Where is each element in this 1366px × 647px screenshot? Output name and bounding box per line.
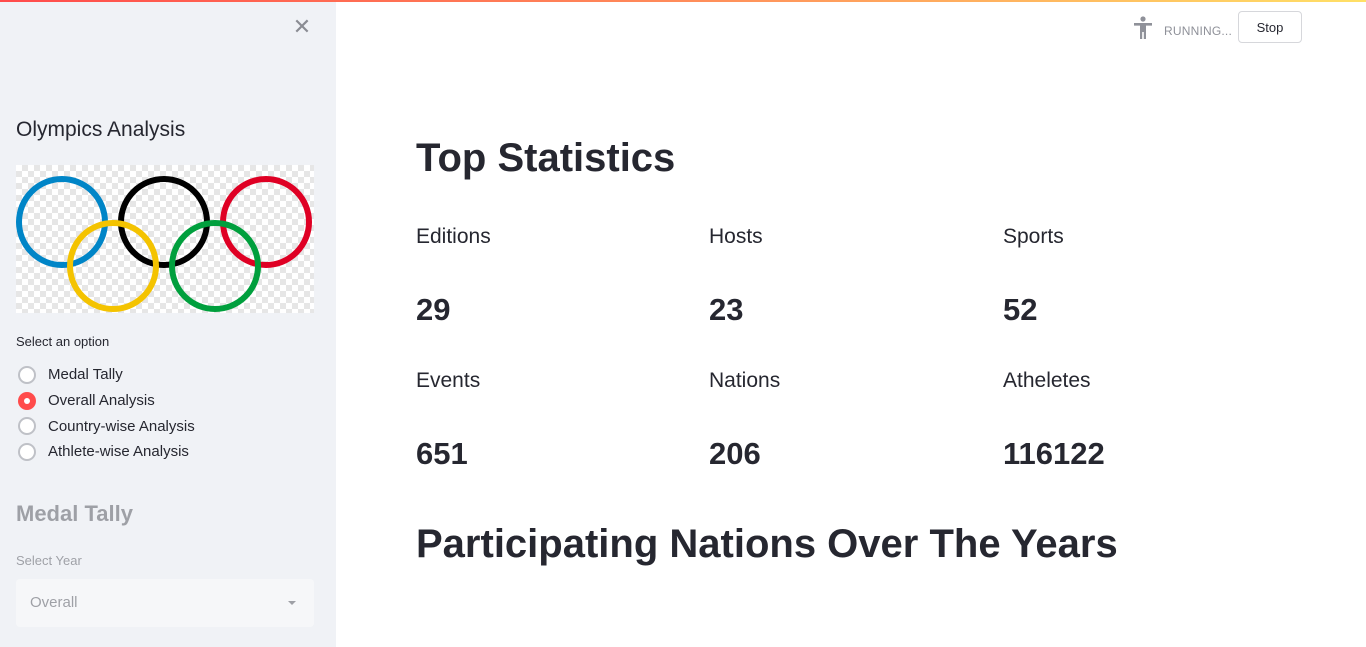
radio-circle[interactable] [18,442,36,461]
year-select-label: Select Year [16,553,82,568]
running-status-text: RUNNING... [1164,24,1232,38]
radio-country-wise-analysis[interactable]: Country-wise Analysis [18,413,195,439]
sidebar: ✕ Olympics Analysis Select an option Med… [0,0,336,647]
metric-label-editions: Editions [416,225,491,248]
metric-value-sports: 52 [1003,292,1038,327]
sidebar-title: Olympics Analysis [16,118,186,141]
radio-circle-checked[interactable] [18,391,36,410]
radio-label: Overall Analysis [48,392,155,410]
stop-button[interactable]: Stop [1238,11,1302,43]
radio-label: Country-wise Analysis [48,417,195,435]
year-select[interactable]: Overall [16,579,314,627]
metric-label-sports: Sports [1003,225,1064,248]
metric-value-events: 651 [416,436,468,471]
analysis-radio-group: Medal Tally Overall Analysis Country-wis… [18,362,195,465]
close-icon[interactable]: ✕ [292,14,312,39]
radio-label: Medal Tally [48,366,123,384]
metric-label-events: Events [416,369,481,392]
section-title: Participating Nations Over The Years [416,522,1118,566]
metric-label-hosts: Hosts [709,225,763,248]
metric-label-athletes: Atheletes [1003,369,1091,392]
metric-label-nations: Nations [709,369,781,392]
radio-circle[interactable] [18,365,36,384]
olympic-rings-logo [16,165,314,313]
radio-medal-tally[interactable]: Medal Tally [18,362,195,388]
metric-value-athletes: 116122 [1003,436,1105,471]
year-select-value: Overall [30,594,78,611]
metric-value-nations: 206 [709,436,761,471]
running-person-icon [1132,16,1154,45]
metric-value-editions: 29 [416,292,451,327]
top-progress-line [0,0,1366,2]
radio-overall-analysis[interactable]: Overall Analysis [18,388,195,414]
radio-circle[interactable] [18,417,36,436]
metric-value-hosts: 23 [709,292,744,327]
radio-label: Athlete-wise Analysis [48,443,189,461]
caret-down-icon [288,601,296,605]
page-title: Top Statistics [416,136,676,180]
radio-athlete-wise-analysis[interactable]: Athlete-wise Analysis [18,439,195,465]
radio-group-label: Select an option [16,334,110,349]
sidebar-subheader: Medal Tally [16,501,133,526]
